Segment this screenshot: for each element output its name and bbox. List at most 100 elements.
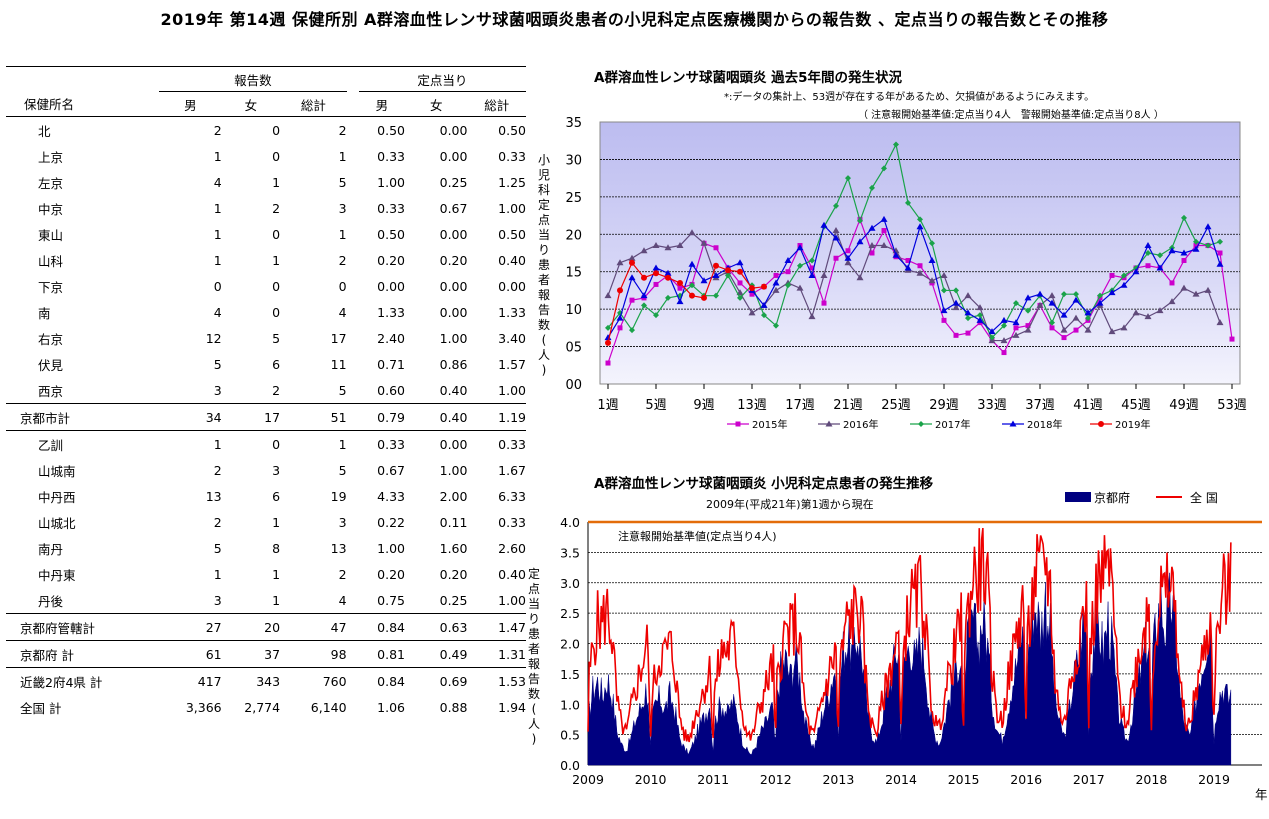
data-point bbox=[1000, 316, 1008, 323]
data-point bbox=[1085, 315, 1091, 322]
data-point bbox=[989, 334, 995, 341]
cell-pt: 2.60 bbox=[498, 540, 526, 556]
data-point bbox=[665, 274, 671, 281]
cell-pf: 0.40 bbox=[405, 403, 468, 431]
data-point bbox=[1108, 289, 1116, 296]
data-point bbox=[713, 292, 719, 299]
row-name: 丹後 bbox=[38, 593, 64, 609]
data-point bbox=[652, 242, 660, 249]
data-point bbox=[1061, 335, 1067, 341]
data-point bbox=[1072, 296, 1080, 303]
cell-m: 3 bbox=[213, 382, 222, 398]
data-point bbox=[916, 223, 924, 230]
data-point bbox=[1025, 307, 1031, 314]
plot-area bbox=[599, 121, 1241, 385]
y-axis-label-char: 点 bbox=[528, 582, 540, 596]
data-point bbox=[904, 264, 912, 271]
col-per-male-header: 男 bbox=[358, 91, 405, 117]
data-point bbox=[748, 309, 756, 316]
table-row: 下京 0 0 0 0.00 0.00 0.00 bbox=[6, 273, 526, 299]
data-point bbox=[1145, 250, 1151, 256]
cell-f: 1 bbox=[272, 174, 281, 190]
row-name: 京都府 計 bbox=[6, 640, 160, 668]
cell-t: 3 bbox=[338, 200, 347, 216]
cell-t: 5 bbox=[338, 462, 347, 478]
data-point bbox=[1012, 319, 1020, 326]
table-row: 東山 1 0 1 0.50 0.00 0.50 bbox=[6, 221, 526, 247]
col-per-female-header: 女 bbox=[405, 91, 468, 117]
y-axis-label-char: 者 bbox=[538, 273, 550, 287]
col-male-header: 男 bbox=[159, 91, 222, 117]
data-point bbox=[916, 269, 924, 276]
y-tick-label: 1.5 bbox=[560, 667, 580, 682]
y-tick-label: 15 bbox=[565, 266, 582, 281]
y-axis-label-char: 定 bbox=[538, 197, 550, 212]
data-point bbox=[784, 256, 792, 263]
cell-pm: 0.20 bbox=[377, 252, 405, 268]
cell-pm: 0.50 bbox=[377, 122, 405, 138]
legend-marker bbox=[735, 421, 741, 427]
data-point bbox=[640, 292, 648, 299]
cell-f: 0 bbox=[221, 430, 281, 457]
cell-t: 6,140 bbox=[310, 699, 347, 715]
data-point bbox=[772, 279, 780, 286]
data-point bbox=[1168, 247, 1176, 254]
data-point bbox=[1061, 291, 1067, 298]
cell-pm: 0.20 bbox=[377, 566, 405, 582]
data-point bbox=[857, 217, 863, 224]
x-axis-unit: 年 bbox=[1255, 787, 1268, 802]
row-name: 西京 bbox=[38, 383, 64, 399]
legend-label: 2017年 bbox=[935, 418, 970, 431]
y-tick-label: 2.5 bbox=[560, 606, 580, 621]
legend-label: 全 国 bbox=[1190, 490, 1218, 505]
legend-swatch bbox=[1065, 492, 1091, 502]
data-point bbox=[845, 248, 851, 254]
y-axis-label-char: り bbox=[528, 612, 540, 626]
y-tick-label: 3.5 bbox=[560, 545, 580, 560]
cell-pf: 0.00 bbox=[439, 226, 468, 242]
data-point bbox=[641, 302, 647, 309]
cell-pf: 2.00 bbox=[439, 488, 468, 504]
cell-t: 19 bbox=[330, 488, 347, 504]
data-point bbox=[1192, 245, 1200, 252]
series-2019年 bbox=[605, 259, 767, 346]
table-row: 伏見 5 6 11 0.71 0.86 1.57 bbox=[6, 351, 526, 377]
data-point bbox=[965, 315, 971, 322]
data-point bbox=[628, 274, 636, 281]
cell-pm: 1.00 bbox=[377, 174, 405, 190]
data-point bbox=[821, 300, 827, 306]
group-per-header: 定点当り bbox=[358, 66, 526, 92]
data-point bbox=[1060, 326, 1068, 333]
data-point bbox=[605, 360, 611, 366]
cell-m: 1 bbox=[213, 226, 222, 242]
cell-f: 343 bbox=[221, 667, 281, 694]
cell-pf: 0.49 bbox=[405, 640, 468, 668]
cell-pt: 0.40 bbox=[498, 566, 526, 582]
data-point bbox=[689, 282, 695, 289]
cell-t: 5 bbox=[338, 382, 347, 398]
data-point bbox=[1001, 322, 1007, 329]
data-point bbox=[1216, 260, 1224, 267]
table-row: 西京 3 2 5 0.60 0.40 1.00 bbox=[6, 377, 526, 404]
x-tick-label: 2009 bbox=[572, 772, 604, 787]
data-point bbox=[953, 332, 959, 338]
row-name: 乙訓 bbox=[6, 430, 160, 457]
cell-t: 1 bbox=[280, 430, 347, 457]
cell-pm: 1.00 bbox=[377, 540, 405, 556]
y-axis-label-char: 患 bbox=[538, 258, 550, 272]
cell-pt: 1.94 bbox=[498, 699, 526, 715]
data-point bbox=[1121, 272, 1127, 279]
data-point bbox=[977, 312, 983, 319]
data-point bbox=[772, 286, 780, 293]
data-point bbox=[832, 227, 840, 234]
legend-item: 2016年 bbox=[818, 418, 878, 431]
data-point bbox=[880, 242, 888, 249]
y-axis-label-char: 定 bbox=[528, 566, 540, 581]
data-point bbox=[1180, 249, 1188, 256]
data-point bbox=[856, 274, 864, 281]
cell-m: 0 bbox=[213, 278, 222, 294]
x-tick-label: 37週 bbox=[1025, 398, 1055, 413]
cell-f: 17 bbox=[221, 403, 281, 431]
data-point bbox=[653, 281, 659, 287]
